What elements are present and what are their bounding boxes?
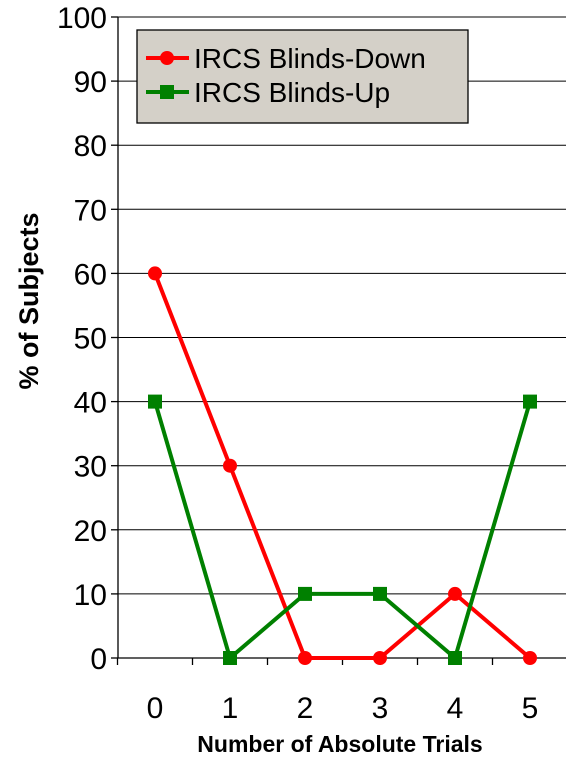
data-point-ircs-blinds-down: [298, 651, 312, 665]
y-tick-label: 80: [74, 130, 107, 163]
series-line-ircs-blinds-up: [153, 401, 532, 660]
data-point-ircs-blinds-down: [148, 266, 162, 281]
data-point-ircs-blinds-down: [523, 651, 537, 665]
data-point-ircs-blinds-up: [448, 651, 462, 665]
y-tick-label: 20: [74, 515, 107, 548]
series-ircs-blinds-up: [148, 394, 537, 665]
y-tick-label: 0: [90, 643, 107, 676]
data-point-ircs-blinds-up: [373, 586, 387, 601]
data-point-ircs-blinds-up: [523, 394, 537, 409]
x-tick-label: 0: [147, 692, 164, 725]
x-tick-label: 1: [222, 692, 239, 725]
y-tick-label: 50: [74, 323, 107, 356]
y-tick-label: 70: [74, 194, 107, 227]
data-point-ircs-blinds-up: [298, 586, 312, 601]
legend-marker-ircs-blinds-up: [160, 85, 174, 99]
data-point-ircs-blinds-down: [373, 651, 387, 665]
y-tick-label: 30: [74, 451, 107, 484]
series-line-ircs-blinds-down: [153, 272, 532, 660]
x-tick-label: 3: [372, 692, 389, 725]
x-tick-label: 2: [297, 692, 314, 725]
data-point-ircs-blinds-down: [223, 458, 237, 473]
y-tick-label: 90: [74, 66, 107, 99]
data-series: [148, 266, 537, 665]
data-point-ircs-blinds-up: [223, 651, 237, 665]
y-tick-label: 40: [74, 387, 107, 420]
y-tick-label: 60: [74, 258, 107, 291]
legend-box: [136, 29, 469, 124]
legend-marker-ircs-blinds-down: [160, 51, 174, 65]
legend-label-ircs-blinds-down: IRCS Blinds-Down: [194, 43, 426, 74]
y-tick-label: 10: [74, 579, 107, 612]
x-tick-label: 5: [522, 692, 539, 725]
y-axis-title: % of Subjects: [14, 212, 44, 389]
x-axis-title: Number of Absolute Trials: [197, 731, 482, 757]
x-tick-label: 4: [447, 692, 464, 725]
y-tick-label: 100: [57, 2, 107, 35]
tick-labels: 0 10 20 30 40 50 60 70 80 90 100 0 1 2 3 4 5: [57, 2, 538, 725]
data-point-ircs-blinds-down: [448, 586, 462, 601]
data-point-ircs-blinds-up: [148, 394, 162, 409]
series-ircs-blinds-down: [148, 266, 537, 665]
legend-label-ircs-blinds-up: IRCS Blinds-Up: [194, 77, 390, 108]
